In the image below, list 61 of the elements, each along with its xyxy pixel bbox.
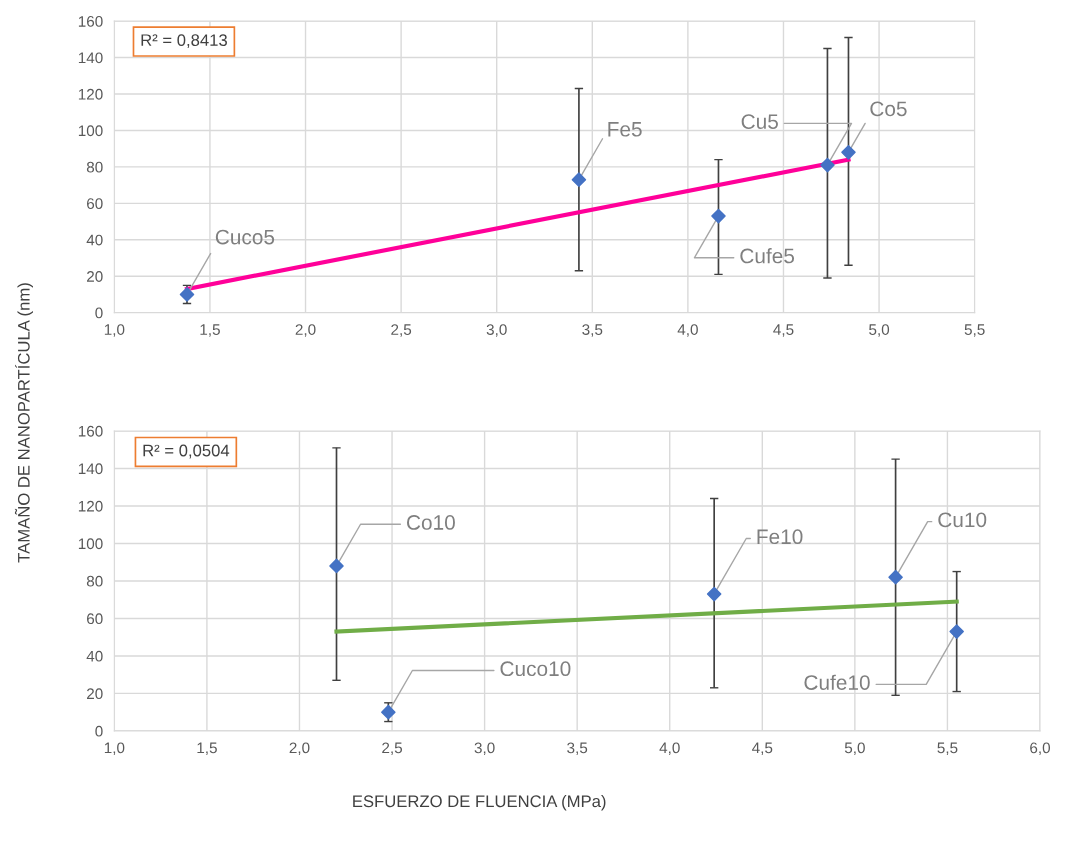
y-tick-label: 0 [95, 725, 103, 737]
x-tick-label: 5,5 [937, 742, 958, 756]
annotation: Cufe10 [804, 674, 870, 690]
x-tick-label: 5,0 [869, 324, 890, 337]
point [888, 569, 903, 585]
x-tick-label: 1,0 [104, 742, 125, 756]
x-tick-label: 5,0 [844, 742, 865, 756]
y-tick-label: 160 [78, 15, 103, 27]
x-tick-label: 1,0 [104, 324, 125, 337]
x-tick-label: 3,5 [582, 324, 603, 337]
annotation: Cu10 [938, 512, 987, 528]
point [571, 172, 587, 187]
x-tick-label: 3,5 [567, 742, 588, 756]
y-tick-label: 120 [78, 500, 103, 512]
x-tick-label: 4,0 [677, 324, 698, 337]
y-tick-label: 80 [86, 161, 103, 173]
y-tick-label: 60 [87, 198, 103, 210]
y-tick-label: 0 [95, 307, 103, 319]
point [841, 145, 856, 160]
x-tick-label: 1,5 [200, 324, 220, 337]
point [949, 624, 964, 639]
point [329, 558, 344, 574]
annotation: Cufe5 [740, 248, 795, 264]
y-tick-label: 80 [86, 575, 103, 587]
x-tick-label: 3,0 [474, 742, 495, 756]
point [706, 586, 722, 602]
y-axis-title: TAMAÑO DE NANOPARTÍCULA (nm) [14, 283, 33, 563]
y-tick-label: 20 [87, 688, 103, 700]
x-tick-label: 2,5 [382, 742, 403, 756]
annotation: Fe5 [608, 122, 642, 137]
x-tick-label: 4,5 [752, 742, 773, 756]
x-axis-title: ESFUERZO DE FLUENCIA (MPa) [353, 794, 606, 811]
y-tick-label: 100 [78, 538, 103, 550]
y-tick-label: 140 [78, 52, 103, 64]
point [820, 157, 835, 173]
x-tick-label: 2,0 [295, 324, 316, 337]
point [711, 208, 726, 224]
annotation: Cu5 [741, 114, 778, 129]
y-tick-label: 20 [87, 271, 103, 282]
x-tick-label: 2,5 [391, 324, 412, 337]
annotation: Cuco5 [215, 229, 275, 245]
annotation: R² = 0,8413 [141, 34, 227, 48]
annotation: Co5 [870, 101, 907, 117]
y-tick-label: 40 [86, 650, 103, 662]
y-tick-label: 60 [87, 613, 103, 625]
annotation: Cuco10 [500, 661, 571, 677]
x-tick-label: 4,5 [773, 324, 794, 337]
y-tick-label: 40 [86, 234, 103, 246]
y-tick-label: 140 [78, 463, 103, 475]
x-tick-label: 3,0 [486, 324, 507, 337]
x-tick-label: 6,0 [1030, 742, 1051, 756]
annotation: Fe10 [757, 529, 803, 545]
y-tick-label: 160 [78, 425, 103, 437]
x-tick-label: 2,0 [289, 742, 310, 756]
annotation: Co10 [407, 515, 455, 530]
x-tick-label: 4,0 [659, 742, 680, 756]
x-tick-label: 5,5 [964, 324, 985, 337]
x-tick-label: 1,5 [197, 742, 217, 756]
annotation: R² = 0,0504 [143, 444, 230, 459]
y-tick-label: 100 [78, 125, 103, 137]
y-tick-label: 120 [78, 88, 103, 100]
